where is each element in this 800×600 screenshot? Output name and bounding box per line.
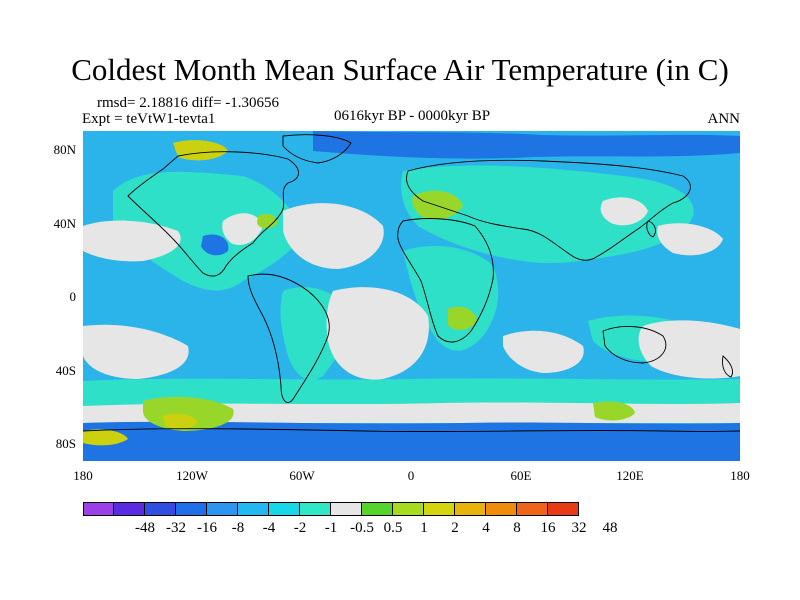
colorbar-label: -4 xyxy=(262,520,276,536)
map-panel xyxy=(83,131,740,461)
colorbar-label: -16 xyxy=(197,520,217,536)
colorbar-swatch xyxy=(238,502,269,516)
colorbar-swatch xyxy=(424,502,455,516)
colorbar-swatch xyxy=(393,502,424,516)
colorbar-swatch xyxy=(548,502,579,516)
colorbar-label: 16 xyxy=(540,520,556,536)
period-text: 0616kyr BP - 0000kyr BP xyxy=(333,108,491,124)
colorbar-label: -48 xyxy=(135,520,155,536)
colorbar-label: -0.5 xyxy=(350,520,374,536)
colorbar-swatch xyxy=(362,502,393,516)
colorbar-label: 4 xyxy=(482,520,490,536)
lon-label-120w: 120W xyxy=(176,468,208,483)
colorbar-label: 8 xyxy=(513,520,521,536)
warm-anomaly-regions xyxy=(83,140,635,446)
colorbar-swatch xyxy=(486,502,517,516)
colorbar-label: -32 xyxy=(166,520,186,536)
cold-anomaly-regions xyxy=(83,131,740,461)
colorbar-swatch xyxy=(517,502,548,516)
colorbar-swatch xyxy=(269,502,300,516)
lat-label-80n: 80N xyxy=(53,142,76,157)
lon-label-60w: 60W xyxy=(289,468,315,483)
colorbar-label: 1 xyxy=(420,520,428,536)
colorbar-swatch xyxy=(114,502,145,516)
colorbar-label: -1 xyxy=(324,520,338,536)
lon-label-120e: 120E xyxy=(616,468,644,483)
colorbar-swatch xyxy=(207,502,238,516)
colorbar-swatch xyxy=(300,502,331,516)
colorbar-swatch xyxy=(83,502,114,516)
lat-label-40n: 40N xyxy=(53,216,76,231)
lon-label-180w: 180 xyxy=(73,468,93,483)
lon-label-180e: 180 xyxy=(730,468,750,483)
colorbar-swatch xyxy=(145,502,176,516)
colorbar-label: -8 xyxy=(231,520,245,536)
colorbar-label: 0.5 xyxy=(383,520,403,536)
map-title: Coldest Month Mean Surface Air Temperatu… xyxy=(71,52,729,87)
season-text: ANN xyxy=(707,111,741,127)
lat-label-equator: 0 xyxy=(69,289,77,304)
colorbar-swatch xyxy=(455,502,486,516)
stats-text: rmsd= 2.18816 diff= -1.30656 xyxy=(97,95,280,111)
lat-label-40s: 40S xyxy=(55,363,76,378)
colorbar-swatch xyxy=(331,502,362,516)
lon-label-0: 0 xyxy=(407,468,415,483)
lon-label-60e: 60E xyxy=(510,468,532,483)
colorbar xyxy=(83,502,579,516)
experiment-text: Expt = teVtW1-tevta1 xyxy=(82,111,216,127)
near-zero-regions xyxy=(83,197,740,423)
lat-label-80s: 80S xyxy=(55,436,76,451)
colorbar-label: 2 xyxy=(451,520,459,536)
colorbar-swatch xyxy=(176,502,207,516)
continent-outlines xyxy=(83,134,740,433)
colorbar-label: 48 xyxy=(602,520,618,536)
colorbar-label: -2 xyxy=(293,520,307,536)
colorbar-label: 32 xyxy=(571,520,587,536)
